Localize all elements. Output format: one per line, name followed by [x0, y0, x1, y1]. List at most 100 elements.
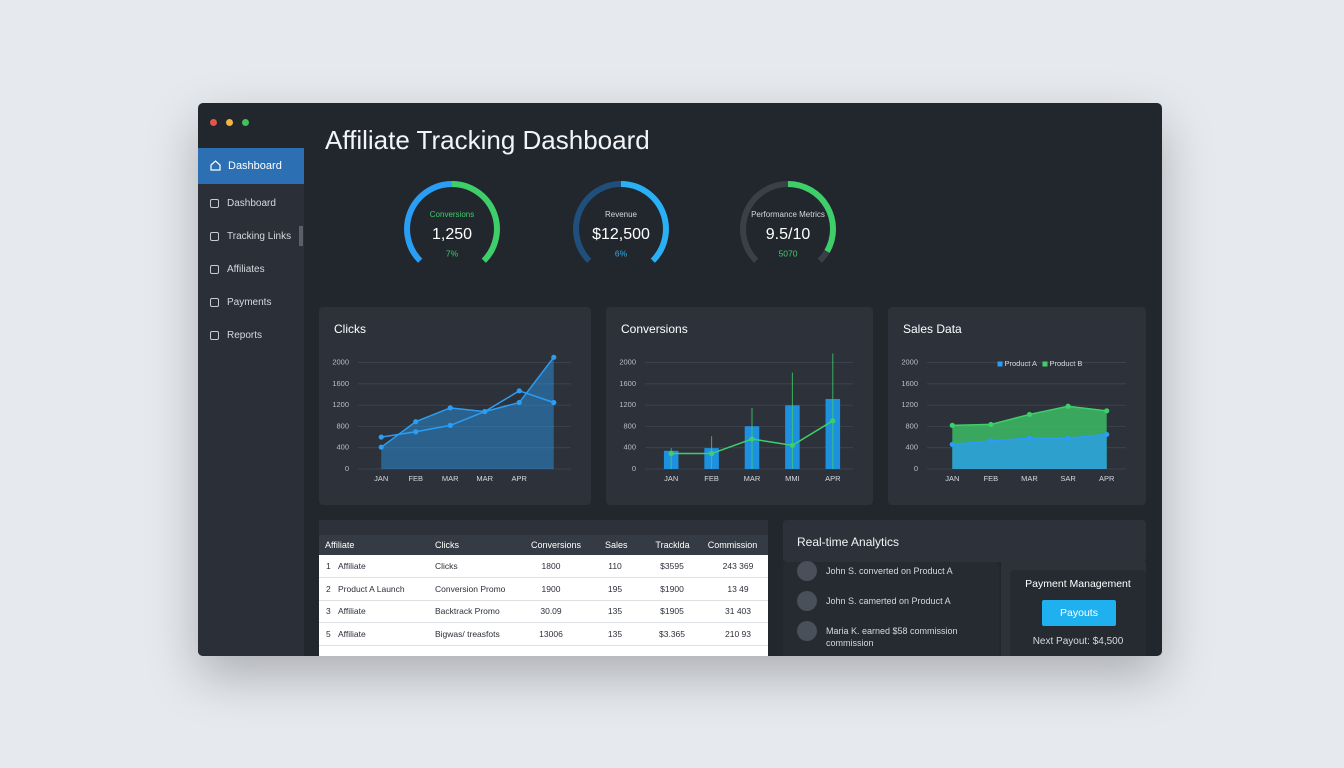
table-cell: Affiliate	[338, 561, 366, 571]
gauge	[740, 181, 837, 263]
table-cell: Backtrack Promo	[435, 606, 500, 616]
x-tick-label: MAR	[744, 474, 761, 483]
point	[1065, 403, 1071, 409]
gauge-arc	[787, 181, 837, 253]
event-text: Maria K. earned $58 commission commissio…	[826, 626, 958, 648]
nav-item[interactable]: Reports	[198, 326, 304, 346]
table-cell: 2	[326, 583, 331, 594]
table-cell: Product A Launch	[338, 583, 405, 594]
legend-label: Product A	[1005, 359, 1038, 368]
table-cell: 210 93	[725, 628, 751, 639]
chart-panel: Sales Data 0 400 800 1200 1600 2000 JAN FEB MAR SA…	[888, 307, 1146, 505]
y-tick-label: 1600	[901, 379, 918, 388]
y-tick-label: 1200	[901, 400, 918, 409]
sales-chart: Sales Data 0 400 800 1200 1600 2000 JAN FEB MAR SA…	[901, 322, 1126, 483]
table-row-line	[319, 577, 768, 578]
events-area	[783, 562, 999, 656]
x-tick-label: MMI	[785, 474, 800, 483]
nav-item[interactable]: Tracking Links	[198, 227, 304, 247]
table-cell: 5	[326, 628, 331, 639]
y-tick-label: 800	[905, 421, 918, 430]
next-payout: Next Payout: $4,500	[1032, 636, 1124, 647]
event-icon	[797, 621, 817, 641]
point	[516, 399, 522, 406]
table-top	[319, 520, 768, 535]
table-cell: 31 403	[725, 606, 751, 616]
x-tick-label: FEB	[984, 474, 999, 483]
app-window: Dashboard Affiliate Tracking Dashboard C…	[198, 103, 1162, 656]
y-tick-label: 2000	[901, 358, 918, 367]
table-cell: 135	[607, 628, 623, 639]
point	[1065, 435, 1071, 441]
close-dot[interactable]	[210, 119, 217, 126]
gauge-change: 6%	[615, 248, 628, 258]
y-tick-label: 400	[905, 443, 918, 452]
table-header-cell: Tracklda	[655, 540, 690, 550]
payment-card: Payment Management Payouts Next Payout: …	[1010, 570, 1146, 656]
gauge-arc	[740, 181, 789, 263]
table-cell: Affiliate	[338, 606, 366, 616]
table-cell: 1900	[541, 583, 561, 594]
x-tick-label: JAN	[374, 474, 388, 483]
table-header-cell: Conversions	[531, 540, 582, 550]
y-tick-label: 2000	[619, 358, 636, 367]
x-tick-label: FEB	[408, 474, 423, 483]
table-cell: 110	[608, 561, 622, 571]
table-cell: Affiliate	[338, 628, 366, 639]
point	[413, 419, 419, 425]
y-tick-label: 1200	[332, 400, 349, 409]
nav-active[interactable]: Dashboard	[198, 148, 304, 184]
gauge-value: 9.5/10	[766, 226, 811, 243]
payouts-button[interactable]: Payouts	[1042, 600, 1116, 626]
legend-label: Product B	[1050, 359, 1083, 368]
chart-title: Sales Data	[903, 322, 962, 336]
analytics-panel: Real-time Analytics	[783, 520, 1146, 562]
nav-item[interactable]: Dashboard	[198, 194, 304, 214]
table-header-cell: Sales	[605, 540, 628, 550]
event-icon	[797, 591, 817, 611]
legend-swatch	[997, 361, 1003, 367]
table-row-line	[319, 599, 768, 601]
x-tick-label: MAR	[442, 474, 459, 483]
gauge-arc	[817, 249, 830, 263]
table-cell: 195	[607, 583, 623, 594]
gauge-arc	[404, 181, 453, 263]
table-cell: Clicks	[435, 561, 458, 571]
nav-label: Payments	[227, 297, 272, 308]
point	[988, 421, 994, 428]
chart-title: Conversions	[621, 322, 688, 336]
clicks-chart: Clicks 0 400 800 1200 1600 2000 JAN FEB MAR MAR APR	[332, 322, 571, 483]
chart-title: Clicks	[334, 322, 366, 336]
nav-label: Reports	[227, 330, 263, 341]
table-row-line	[319, 622, 768, 623]
x-tick-label: JAN	[664, 474, 678, 483]
home-icon	[210, 160, 221, 171]
point	[551, 399, 557, 406]
table-cell: $1905	[660, 606, 684, 616]
x-tick-label: SAR	[1060, 474, 1076, 483]
nav-item[interactable]: Payments	[198, 293, 304, 313]
point	[668, 450, 674, 457]
gauge-label: Conversions	[430, 210, 474, 219]
gauge	[404, 181, 500, 263]
x-tick-label: FEB	[704, 474, 719, 483]
nav-icon	[210, 331, 219, 340]
event-icon	[797, 561, 817, 581]
maximize-dot[interactable]	[242, 119, 249, 126]
line	[380, 356, 555, 448]
gauge-label: Performance Metrics	[751, 210, 825, 219]
y-tick-label: 1200	[619, 400, 636, 409]
affiliate-table: Affiliate Clicks Conversions Sales Tracklda C…	[319, 520, 768, 656]
nav-item[interactable]: Affiliates	[198, 260, 304, 280]
x-tick-label: MAR	[476, 474, 493, 483]
table-cell: 1	[326, 561, 331, 571]
y-tick-label: 800	[623, 421, 636, 430]
gauges: Conversions 1,250 7% Revenue $12,500 6% Perfor…	[404, 181, 837, 263]
nav-icon	[210, 232, 219, 241]
minimize-dot[interactable]	[226, 119, 233, 126]
line	[381, 390, 554, 438]
nav-active-label: Dashboard	[228, 160, 282, 172]
page-title: Affiliate Tracking Dashboard	[325, 125, 650, 155]
table-cell: 3	[326, 606, 331, 616]
x-tick-label: JAN	[945, 474, 959, 483]
